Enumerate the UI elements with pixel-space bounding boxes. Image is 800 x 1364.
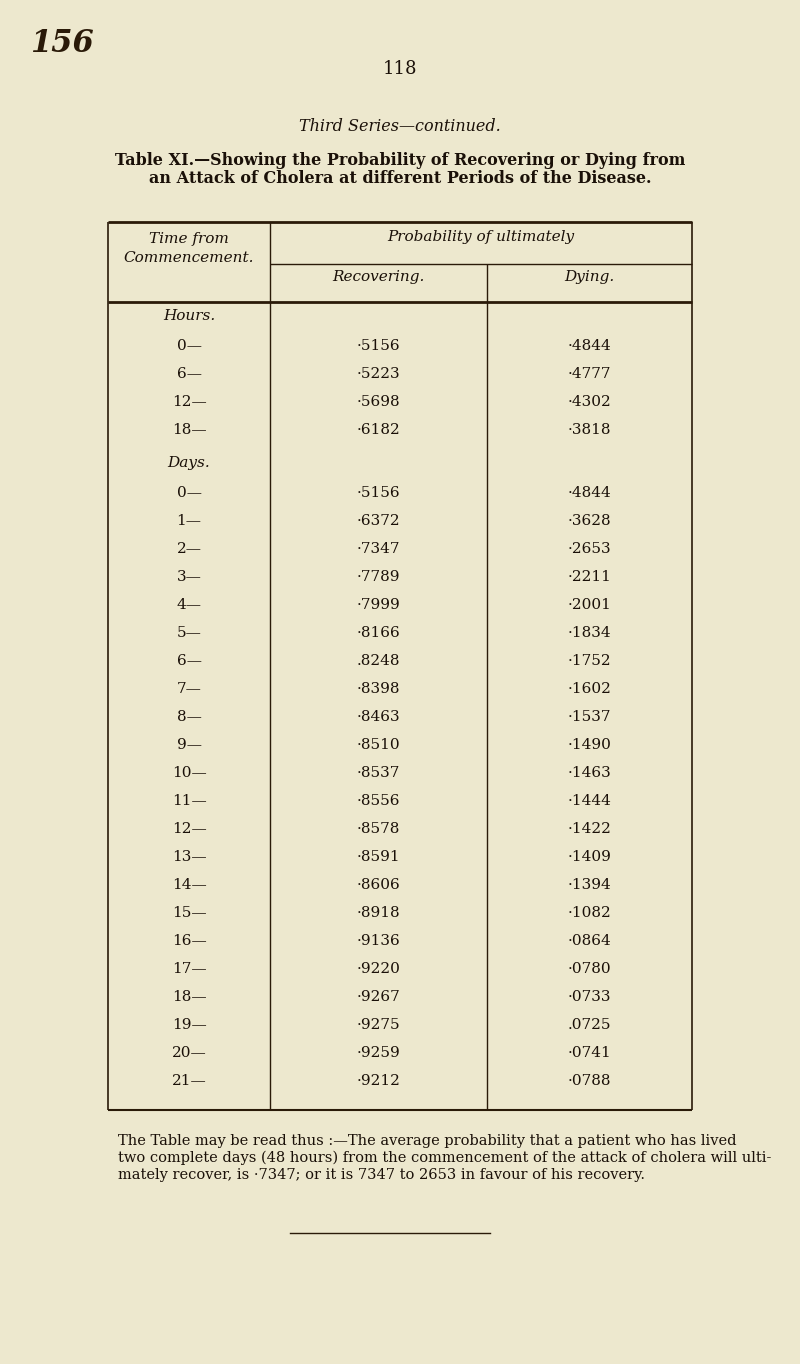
Text: ·9275: ·9275 [357, 1018, 400, 1033]
Text: ·6372: ·6372 [357, 514, 400, 528]
Text: ·7999: ·7999 [357, 597, 400, 612]
Text: ·4777: ·4777 [568, 367, 611, 381]
Text: ·1082: ·1082 [568, 906, 611, 919]
Text: ·5223: ·5223 [357, 367, 400, 381]
Text: ·1444: ·1444 [567, 794, 611, 807]
Text: 6—: 6— [177, 653, 202, 668]
Text: .8248: .8248 [357, 653, 400, 668]
Text: Recovering.: Recovering. [332, 270, 425, 284]
Text: ·8578: ·8578 [357, 822, 400, 836]
Text: ·2653: ·2653 [568, 542, 611, 557]
Text: 3—: 3— [177, 570, 202, 584]
Text: 21—: 21— [172, 1073, 206, 1088]
Text: ·8463: ·8463 [357, 711, 400, 724]
Text: ·1422: ·1422 [567, 822, 611, 836]
Text: Days.: Days. [168, 456, 210, 471]
Text: 4—: 4— [177, 597, 202, 612]
Text: an Attack of Cholera at different Periods of the Disease.: an Attack of Cholera at different Period… [149, 170, 651, 187]
Text: 8—: 8— [177, 711, 202, 724]
Text: ·8537: ·8537 [357, 767, 400, 780]
Text: ·0780: ·0780 [568, 962, 611, 977]
Text: ·9267: ·9267 [357, 990, 400, 1004]
Text: Dying.: Dying. [564, 270, 614, 284]
Text: ·2211: ·2211 [567, 570, 611, 584]
Text: Table XI.—Showing the Probability of Recovering or Dying from: Table XI.—Showing the Probability of Rec… [115, 151, 685, 169]
Text: Time from
Commencement.: Time from Commencement. [124, 232, 254, 266]
Text: 11—: 11— [172, 794, 206, 807]
Text: ·0864: ·0864 [568, 934, 611, 948]
Text: 16—: 16— [172, 934, 206, 948]
Text: ·4302: ·4302 [568, 396, 611, 409]
Text: Third Series—continued.: Third Series—continued. [299, 119, 501, 135]
Text: ·2001: ·2001 [567, 597, 611, 612]
Text: ·7789: ·7789 [357, 570, 400, 584]
Text: ·8398: ·8398 [357, 682, 400, 696]
Text: ·7347: ·7347 [357, 542, 400, 557]
Text: ·6182: ·6182 [357, 423, 400, 436]
Text: two complete days (48 hours) from the commencement of the attack of cholera will: two complete days (48 hours) from the co… [118, 1151, 771, 1165]
Text: ·5698: ·5698 [357, 396, 400, 409]
Text: 156: 156 [30, 29, 94, 59]
Text: ·9220: ·9220 [357, 962, 401, 977]
Text: ·1409: ·1409 [567, 850, 611, 863]
Text: ·8591: ·8591 [357, 850, 400, 863]
Text: 17—: 17— [172, 962, 206, 977]
Text: ·3628: ·3628 [568, 514, 611, 528]
Text: 7—: 7— [177, 682, 202, 696]
Text: mately recover, is ·7347; or it is 7347 to 2653 in favour of his recovery.: mately recover, is ·7347; or it is 7347 … [118, 1168, 645, 1183]
Text: 14—: 14— [172, 878, 206, 892]
Text: ·1537: ·1537 [568, 711, 611, 724]
Text: Probability of ultimately: Probability of ultimately [387, 231, 574, 244]
Text: ·0788: ·0788 [568, 1073, 611, 1088]
Text: 19—: 19— [172, 1018, 206, 1033]
Text: ·5156: ·5156 [357, 486, 400, 501]
Text: Hours.: Hours. [163, 310, 215, 323]
Text: 6—: 6— [177, 367, 202, 381]
Text: ·0733: ·0733 [568, 990, 611, 1004]
Text: ·8606: ·8606 [357, 878, 400, 892]
Text: ·8556: ·8556 [357, 794, 400, 807]
Text: 5—: 5— [177, 626, 202, 640]
Text: 15—: 15— [172, 906, 206, 919]
Text: ·1463: ·1463 [568, 767, 611, 780]
Text: ·1394: ·1394 [568, 878, 611, 892]
Text: ·5156: ·5156 [357, 340, 400, 353]
Text: 10—: 10— [172, 767, 206, 780]
Text: ·8510: ·8510 [357, 738, 400, 752]
Text: ·1834: ·1834 [568, 626, 611, 640]
Text: ·4844: ·4844 [568, 340, 611, 353]
Text: 9—: 9— [177, 738, 202, 752]
Text: 2—: 2— [177, 542, 202, 557]
Text: ·9136: ·9136 [357, 934, 400, 948]
Text: 0—: 0— [177, 486, 202, 501]
Text: 20—: 20— [172, 1046, 206, 1060]
Text: .0725: .0725 [568, 1018, 611, 1033]
Text: 18—: 18— [172, 990, 206, 1004]
Text: The Table may be read thus :—The average probability that a patient who has live: The Table may be read thus :—The average… [118, 1133, 737, 1148]
Text: 0—: 0— [177, 340, 202, 353]
Text: ·1752: ·1752 [568, 653, 611, 668]
Text: ·9259: ·9259 [357, 1046, 400, 1060]
Text: 13—: 13— [172, 850, 206, 863]
Text: ·1490: ·1490 [567, 738, 611, 752]
Text: 12—: 12— [172, 822, 206, 836]
Text: 12—: 12— [172, 396, 206, 409]
Text: ·3818: ·3818 [568, 423, 611, 436]
Text: ·9212: ·9212 [357, 1073, 401, 1088]
Text: 18—: 18— [172, 423, 206, 436]
Text: 118: 118 [382, 60, 418, 78]
Text: 1—: 1— [177, 514, 202, 528]
Text: ·1602: ·1602 [567, 682, 611, 696]
Text: ·8166: ·8166 [357, 626, 400, 640]
Text: ·8918: ·8918 [357, 906, 400, 919]
Text: ·4844: ·4844 [568, 486, 611, 501]
Text: ·0741: ·0741 [568, 1046, 611, 1060]
